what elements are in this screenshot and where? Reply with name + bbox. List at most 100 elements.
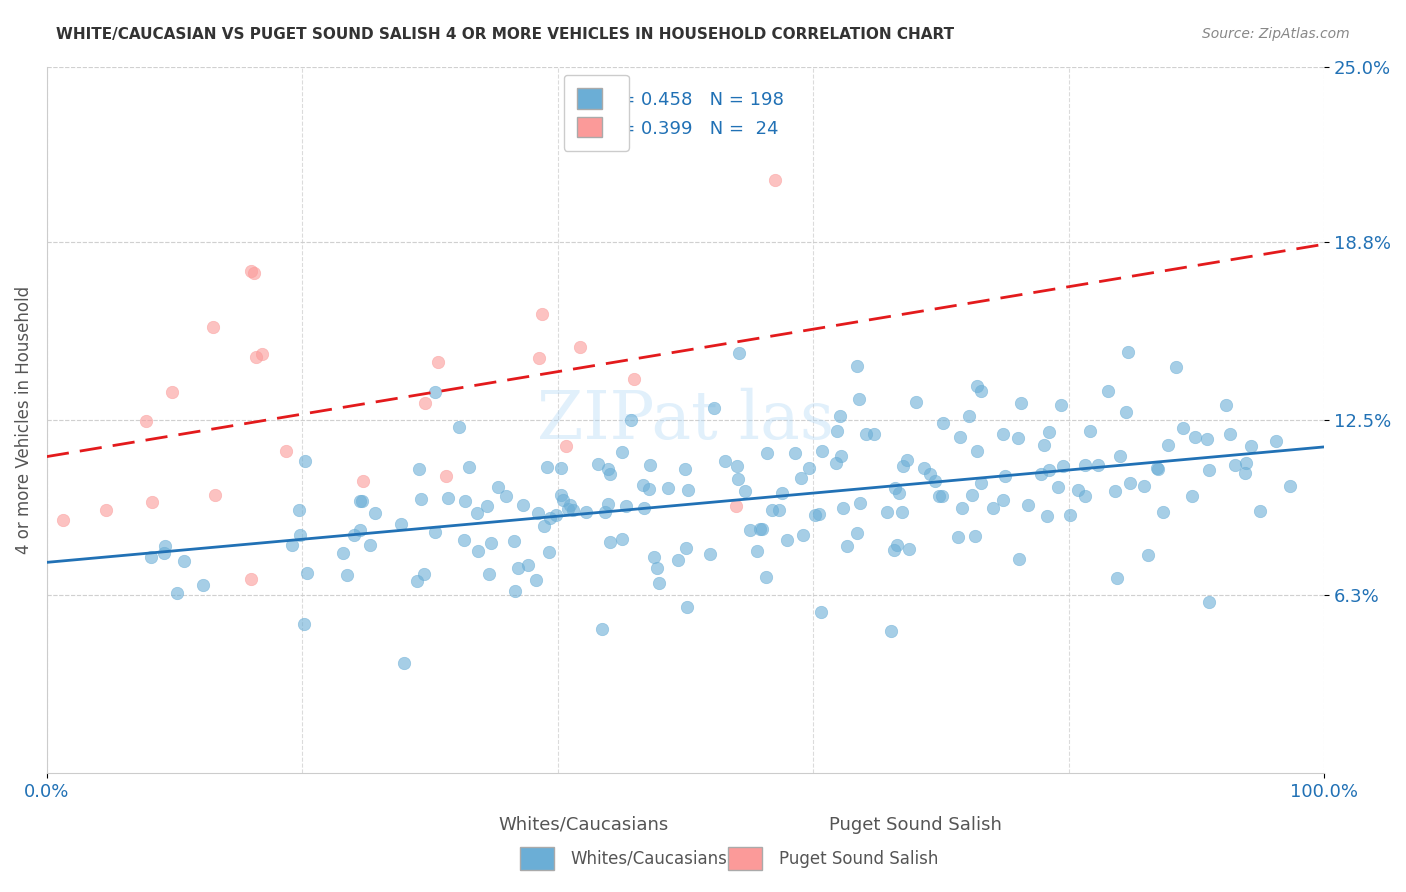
Point: [920, 467, 942, 481]
Point: [896, 453, 918, 467]
Point: [898, 541, 921, 556]
Point: [610, 445, 633, 459]
Point: [1074, 489, 1097, 503]
Point: [591, 622, 613, 636]
Point: [950, 501, 973, 516]
Point: [810, 444, 832, 458]
Point: [755, 446, 778, 460]
Point: [530, 307, 553, 321]
Point: [855, 427, 877, 442]
Point: [560, 499, 582, 513]
Point: [749, 522, 772, 536]
Point: [288, 503, 311, 517]
Point: [1181, 489, 1204, 503]
Point: [785, 446, 807, 460]
Point: [475, 500, 498, 514]
Point: [725, 459, 748, 474]
Point: [770, 486, 793, 500]
Point: [673, 462, 696, 476]
Point: [891, 505, 914, 519]
Point: [1157, 438, 1180, 452]
Point: [538, 511, 561, 525]
Point: [1240, 439, 1263, 453]
Point: [1164, 360, 1187, 375]
Point: [436, 491, 458, 505]
Point: [751, 522, 773, 536]
Point: [467, 544, 489, 558]
Point: [503, 534, 526, 549]
Point: [516, 558, 538, 573]
Point: [495, 489, 517, 503]
Point: [883, 543, 905, 558]
Point: [676, 483, 699, 498]
Point: [544, 508, 567, 522]
Point: [966, 444, 988, 458]
Point: [586, 458, 609, 472]
Point: [1010, 396, 1032, 410]
Point: [336, 568, 359, 582]
Point: [295, 566, 318, 580]
Point: [1197, 432, 1219, 446]
Point: [797, 460, 820, 475]
Point: [162, 384, 184, 399]
Point: [408, 462, 430, 476]
Point: [503, 583, 526, 598]
Point: [957, 409, 980, 424]
Point: [1119, 475, 1142, 490]
Point: [294, 616, 316, 631]
Point: [141, 549, 163, 564]
Text: Puget Sound Salish: Puget Sound Salish: [779, 849, 938, 868]
Point: [928, 489, 950, 503]
Point: [848, 392, 870, 406]
Point: [614, 499, 637, 513]
Point: [153, 546, 176, 560]
Point: [350, 494, 373, 508]
Point: [912, 460, 935, 475]
Text: WHITE/CAUCASIAN VS PUGET SOUND SALISH 4 OR MORE VEHICLES IN HOUSEHOLD CORRELATIO: WHITE/CAUCASIAN VS PUGET SOUND SALISH 4 …: [56, 27, 955, 42]
Text: Whites/Caucasians: Whites/Caucasians: [571, 849, 728, 868]
Point: [745, 544, 768, 558]
Point: [153, 540, 176, 554]
Point: [666, 553, 689, 567]
Point: [288, 528, 311, 542]
Point: [612, 532, 634, 546]
Point: [631, 478, 654, 492]
Point: [1104, 484, 1126, 499]
Point: [135, 414, 157, 428]
Point: [245, 350, 267, 364]
Point: [755, 570, 778, 584]
Point: [593, 506, 616, 520]
Point: [555, 439, 578, 453]
Point: [831, 501, 853, 516]
Point: [1038, 425, 1060, 440]
Point: [412, 566, 434, 581]
Point: [966, 379, 988, 393]
Point: [512, 498, 534, 512]
Point: [349, 523, 371, 537]
Point: [1007, 431, 1029, 445]
Point: [949, 429, 972, 443]
Text: ZIPat las: ZIPat las: [537, 387, 834, 452]
Point: [1032, 438, 1054, 452]
Point: [1087, 458, 1109, 472]
Point: [1173, 421, 1195, 435]
Point: [1105, 571, 1128, 585]
Point: [239, 264, 262, 278]
Point: [1052, 458, 1074, 473]
Point: [1152, 506, 1174, 520]
Point: [845, 359, 868, 373]
Point: [413, 396, 436, 410]
Point: [1038, 463, 1060, 477]
Point: [846, 525, 869, 540]
Point: [1116, 345, 1139, 359]
Point: [1133, 479, 1156, 493]
Point: [880, 624, 903, 638]
Point: [349, 494, 371, 508]
Point: [1074, 458, 1097, 473]
Point: [676, 600, 699, 615]
Point: [620, 412, 643, 426]
Point: [792, 527, 814, 541]
Point: [596, 497, 619, 511]
Point: [645, 560, 668, 574]
Point: [467, 507, 489, 521]
